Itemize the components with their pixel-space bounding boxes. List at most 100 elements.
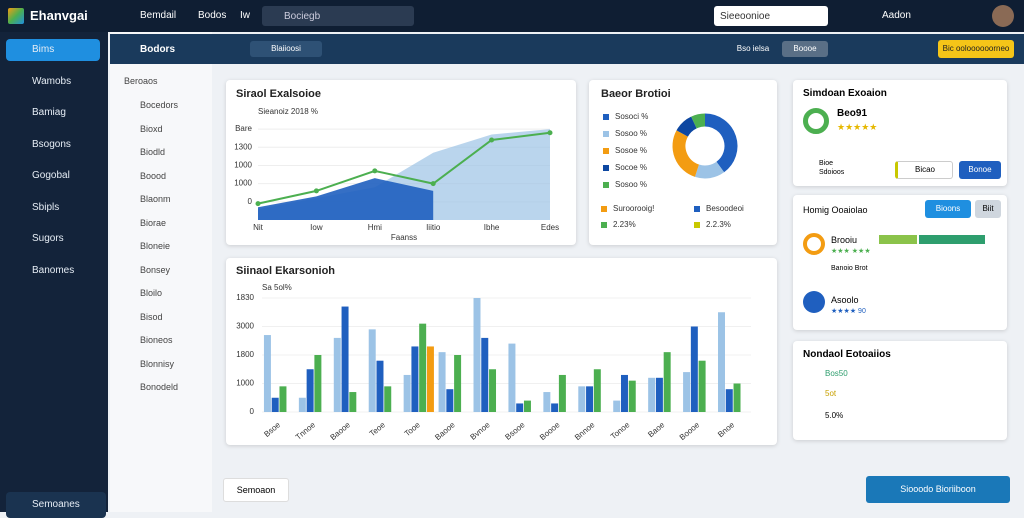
sub-item[interactable]: Biodld [140, 147, 166, 157]
point [372, 168, 378, 174]
side-item[interactable]: Sbipls [32, 201, 60, 213]
side-item[interactable]: Bsogons [32, 138, 71, 150]
tool-btn[interactable]: Bso ielsa [736, 44, 770, 53]
rating: ★★★★★ [837, 122, 878, 132]
bar [523, 400, 531, 412]
bar [306, 369, 314, 412]
cta[interactable]: Bic ooloooooorneo [938, 40, 1014, 58]
y-tick-label: 0 [248, 197, 253, 206]
x-tick-label: Iiitio [426, 223, 441, 232]
tool-btn[interactable]: Boooe [782, 41, 828, 57]
sub-item[interactable]: Blaonm [140, 194, 171, 204]
point [313, 188, 319, 194]
sub-item[interactable]: Biorae [140, 217, 167, 228]
x-tick-label: Boooe [678, 420, 702, 442]
stat-swatch [694, 222, 700, 228]
nav[interactable]: Iw [240, 10, 250, 21]
bar [698, 360, 706, 412]
subnav-title: Bodors [140, 44, 175, 55]
bar [438, 352, 446, 412]
bar [663, 352, 671, 412]
sub-item[interactable]: Bioxd [140, 123, 163, 134]
bar [403, 374, 411, 412]
right-card: Homig Ooaiolao Bioons Biit Brooiu ★★★ ★★… [793, 195, 1007, 330]
y-tick-label: 3000 [236, 322, 254, 331]
sub-item[interactable]: Boood [140, 170, 167, 181]
item: 5.0% [825, 411, 844, 420]
nav[interactable]: Bemdail [140, 10, 177, 21]
side-item[interactable]: Sugors [32, 233, 64, 244]
tab[interactable]: Blaiioosi [250, 41, 322, 57]
stat: 2.23% [613, 220, 636, 229]
donut-slice [672, 130, 700, 177]
item: 5ot [825, 389, 837, 398]
footer-cta[interactable]: Siooodo Bioriiboon [866, 476, 1010, 503]
sub-item[interactable]: Bloilo [140, 288, 163, 298]
btn[interactable]: Bicao [895, 161, 953, 179]
search-right[interactable]: Sieeoonioe [714, 6, 828, 26]
side-item[interactable]: Wamobs [32, 75, 72, 87]
ring [803, 233, 825, 255]
sub-item[interactable]: Blonnisy [140, 358, 175, 369]
side-item[interactable]: Gogobal [32, 170, 70, 181]
bar [578, 386, 586, 412]
sub-item[interactable]: Bloneie [140, 241, 171, 251]
side-item[interactable]: Bamiag [32, 107, 66, 118]
sub-item[interactable]: Bocedors [140, 100, 179, 110]
nav[interactable]: Bodos [198, 10, 227, 21]
bar [725, 389, 733, 412]
legend-label: Sosoo % [615, 180, 647, 189]
top-bar: Ehanvgai Bemdail Bodos Iw Bociegb Sieeoo… [0, 0, 1024, 32]
bar [473, 298, 481, 412]
sub-item[interactable]: Bonsey [140, 264, 171, 275]
side-item[interactable]: Bims [6, 39, 100, 61]
bar [263, 335, 271, 412]
user[interactable]: Aadon [882, 10, 911, 21]
area-card: Siraol Exalsoioe 0 1000 1000 1300 Bare Nit Iow H… [226, 80, 576, 245]
x-tick-label: Ibhe [484, 223, 500, 232]
btn[interactable]: Bioons [925, 200, 971, 218]
bar [683, 372, 691, 412]
item-sub: ★★★★ 90 [831, 308, 866, 315]
donut-slice [691, 113, 706, 129]
line [257, 131, 551, 205]
right-card: Simdoan Exoaion Beo91 ★★★★★ Bioe Sdoioos… [793, 80, 1007, 186]
item: Brooiu [831, 235, 858, 245]
side-footer[interactable]: Semoanes [6, 492, 106, 518]
legend-swatch [603, 182, 609, 188]
search[interactable]: Bociegb [262, 6, 414, 26]
x-tick-label: Boooe [538, 420, 562, 442]
x-tick-label: Baoe [646, 420, 667, 439]
sub-item[interactable]: Bonodeld [140, 382, 179, 392]
bar [384, 386, 392, 412]
x-tick-label: Hmi [368, 223, 382, 232]
subnav-heading: Beroaos [124, 76, 158, 86]
x-tick-label: Iow [310, 223, 323, 232]
bar [446, 389, 454, 412]
btn[interactable]: Biit [975, 200, 1001, 218]
card-title: Baeor Brotioi [601, 88, 671, 100]
footer-btn[interactable]: Semoaon [223, 478, 289, 502]
legend-label: Socoe % [615, 163, 647, 172]
stat-swatch [601, 206, 607, 212]
avatar[interactable] [992, 5, 1014, 27]
bar [879, 235, 917, 244]
row: Bioe [819, 160, 834, 167]
y-tick-label: 1000 [236, 379, 254, 388]
item: Banoio Brot [831, 265, 868, 272]
sub-item[interactable]: Bisod [140, 311, 163, 322]
bar [368, 329, 376, 412]
donut-slice [704, 113, 738, 173]
value: Beo91 [837, 108, 868, 119]
subnav [110, 32, 212, 512]
btn[interactable]: Bonoe [959, 161, 1001, 179]
side-item[interactable]: Banomes [32, 264, 75, 276]
x-tick-label: Baooe [433, 420, 457, 442]
bar [271, 397, 279, 412]
card-title: Nondaol Eotoaiios [803, 349, 891, 360]
bar [333, 337, 341, 412]
stat: Suroorooig! [613, 204, 654, 213]
x-tick-label: Bsoe [262, 420, 282, 439]
sub-item[interactable]: Bioneos [140, 335, 173, 345]
bar-chart: Siinaol Ekarsonioh 0 1000 1800 3000 1830 Bsoe T… [236, 265, 751, 442]
